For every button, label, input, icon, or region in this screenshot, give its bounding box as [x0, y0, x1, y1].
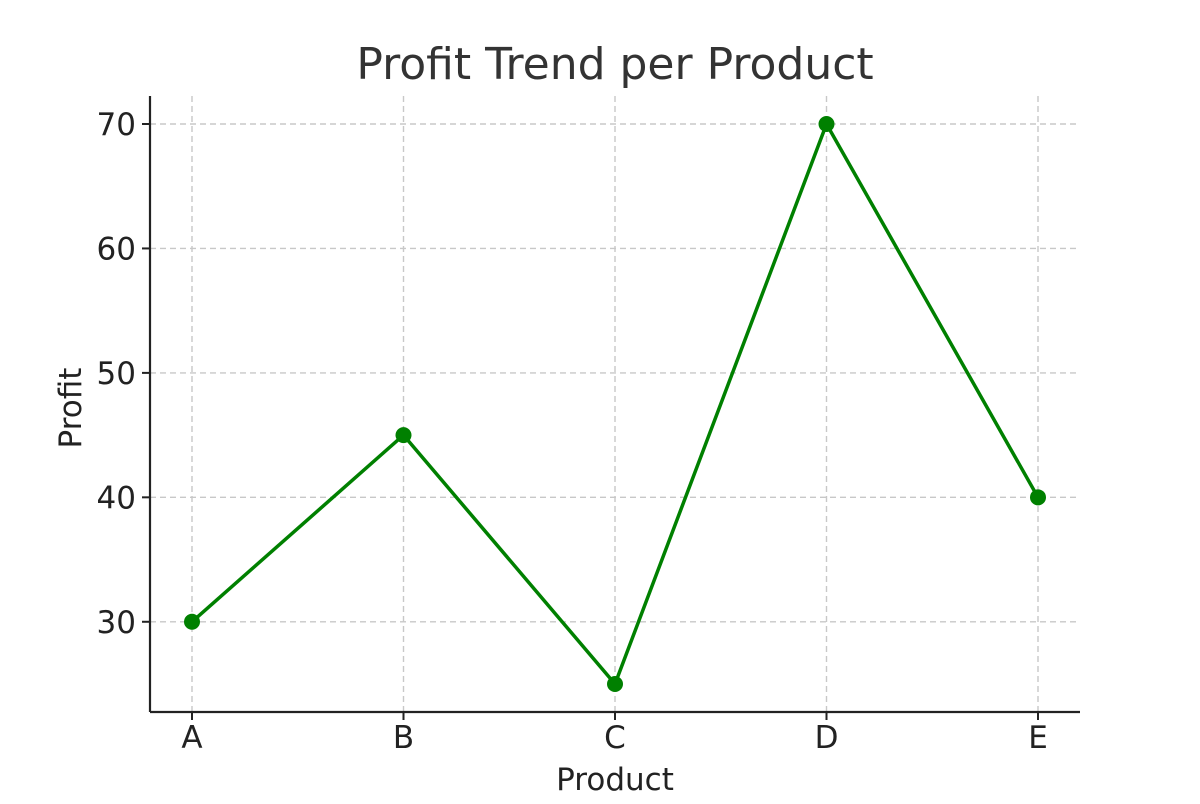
y-tick-label: 30 — [97, 605, 136, 641]
x-tick-label: C — [604, 720, 626, 756]
data-point — [395, 427, 412, 444]
series-layer — [184, 116, 1046, 692]
y-tick-label: 60 — [97, 231, 136, 267]
x-tick-label: E — [1028, 720, 1048, 756]
data-point — [184, 613, 200, 630]
y-axis-label: Profit — [53, 368, 89, 449]
data-point — [818, 116, 835, 132]
x-tick-label: A — [181, 720, 202, 756]
grid-layer — [150, 96, 1080, 712]
data-point — [1030, 489, 1046, 506]
data-point — [607, 676, 623, 692]
chart-title: Profit Trend per Product — [356, 39, 873, 90]
x-axis-label: Product — [556, 762, 674, 798]
y-tick-label: 40 — [97, 480, 136, 516]
y-tick-label: 50 — [97, 356, 136, 392]
x-tick-label: B — [393, 720, 414, 756]
x-tick-label: D — [815, 720, 839, 756]
y-tick-label: 70 — [97, 107, 136, 143]
ticks-layer: A B C D E 30 40 50 60 70 — [97, 107, 1048, 756]
